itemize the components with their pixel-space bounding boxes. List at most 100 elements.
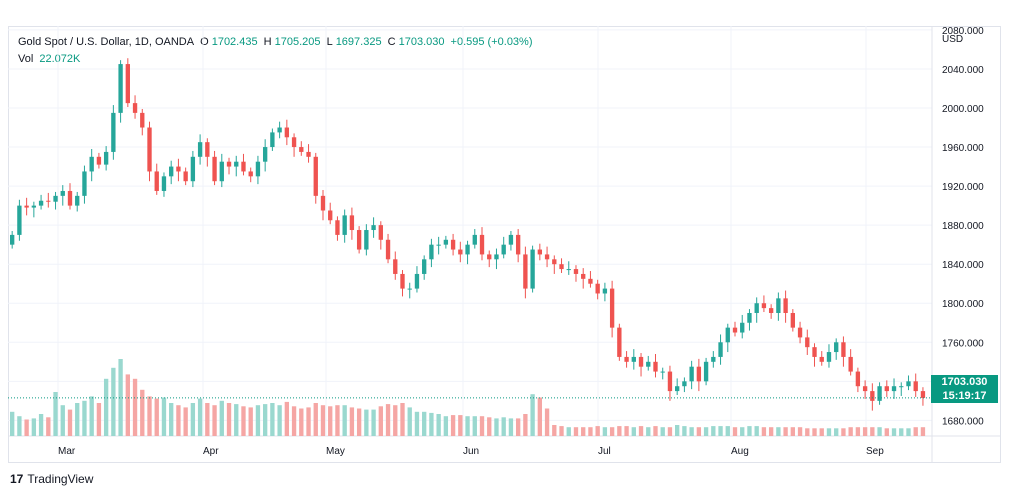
volume-bar [183, 407, 188, 436]
month-label: Jul [598, 446, 611, 457]
close-value: 1703.030 [398, 36, 445, 48]
candle-body [696, 366, 702, 382]
candle-body [422, 259, 427, 274]
volume-bar [884, 428, 889, 436]
candle-body [689, 366, 694, 382]
volume-bar [38, 414, 44, 436]
candle-body [653, 361, 658, 372]
countdown-badge: 15:19:17 [931, 389, 998, 403]
volume-bar [682, 426, 687, 436]
volume-bar [132, 378, 138, 436]
volume-bar [906, 428, 911, 436]
symbol-title[interactable]: Gold Spot / U.S. Dollar, 1D, OANDA [18, 36, 195, 48]
candle-body [349, 215, 355, 231]
candle-body [443, 239, 449, 245]
volume-bar [826, 428, 832, 436]
volume-bar [356, 408, 362, 436]
low-label: L [326, 36, 333, 48]
volume-bar [675, 425, 680, 436]
price-tick-label: 2000.000 [942, 104, 984, 115]
volume-bar [103, 378, 109, 436]
change-value: +0.595 (+0.03%) [450, 36, 533, 48]
month-label: Mar [58, 446, 76, 457]
volume-bar [270, 403, 275, 436]
candle-body [508, 234, 514, 245]
volume-bar [226, 403, 232, 436]
candle-body [306, 151, 311, 157]
volume-bar [537, 397, 543, 436]
volume-bar [407, 407, 412, 436]
candle-body [884, 386, 889, 392]
volume-bar [595, 426, 600, 436]
volume-bar [631, 427, 636, 436]
volume-bar [284, 401, 290, 436]
candle-body [75, 195, 80, 206]
candle-body [436, 244, 441, 246]
volume-bar [689, 427, 694, 436]
volume-bar [364, 409, 369, 436]
candle-body [465, 244, 470, 255]
volume-bar [291, 406, 297, 436]
volume-bar [776, 427, 781, 436]
candle-body [783, 298, 788, 313]
candle-body [212, 156, 217, 182]
candle-body [53, 195, 58, 202]
volume-bar [862, 427, 868, 436]
volume-bar [754, 426, 759, 436]
volume-bar [841, 428, 846, 436]
volume-label[interactable]: Vol [18, 53, 34, 65]
candle-body [609, 288, 615, 328]
candle-body [24, 205, 29, 208]
volume-bar [667, 427, 673, 436]
candle-body [277, 127, 282, 133]
candle-body [732, 327, 738, 333]
candle-body [89, 156, 94, 172]
volume-bar [378, 406, 383, 436]
symbol-legend: Gold Spot / U.S. Dollar, 1D, OANDA O 1702… [18, 36, 536, 48]
candle-body [472, 234, 477, 245]
volume-bar [458, 415, 463, 436]
price-tick-label: 1960.000 [942, 143, 984, 154]
candle-body [703, 361, 709, 382]
candle-body [407, 288, 412, 290]
candle-body [523, 254, 528, 289]
candle-body [450, 239, 456, 250]
volume-bar [653, 426, 658, 436]
candle-body [805, 337, 810, 348]
volume-bar [335, 405, 340, 436]
candle-body [862, 386, 868, 392]
candle-body [913, 381, 918, 392]
volume-bar [82, 400, 87, 436]
candle-body [356, 230, 362, 250]
price-chart[interactable]: 2080.000 2040.000 2000.000 1960.000 1920.000… [8, 26, 1001, 463]
candle-body [718, 342, 723, 357]
candle-body [262, 147, 268, 162]
currency-label: USD [942, 34, 963, 45]
candle-body [255, 161, 261, 177]
candle-body [400, 273, 405, 289]
volume-bar [89, 396, 94, 436]
candle-body [140, 112, 145, 128]
volume-bar [472, 416, 477, 436]
month-label: Apr [203, 446, 219, 457]
candle-body [776, 298, 781, 313]
candle-body [190, 156, 196, 182]
candle-body [790, 313, 795, 328]
candle-body [31, 205, 37, 208]
candle-body [118, 64, 123, 113]
volume-bar [508, 418, 514, 436]
brand-name: TradingView [27, 472, 94, 486]
candle-body [638, 356, 644, 367]
volume-bar [515, 418, 521, 436]
volume-bar [783, 427, 788, 436]
candle-body [335, 220, 340, 235]
tradingview-brand[interactable]: 17 TradingView [10, 472, 93, 486]
candle-body [920, 391, 926, 398]
candle-body [364, 230, 369, 250]
candle-body [848, 356, 853, 372]
volume-bar [262, 404, 268, 436]
volume-bar [125, 374, 130, 436]
volume-bar [190, 403, 196, 436]
volume-bar [646, 427, 651, 436]
price-tick-label: 1760.000 [942, 338, 984, 349]
